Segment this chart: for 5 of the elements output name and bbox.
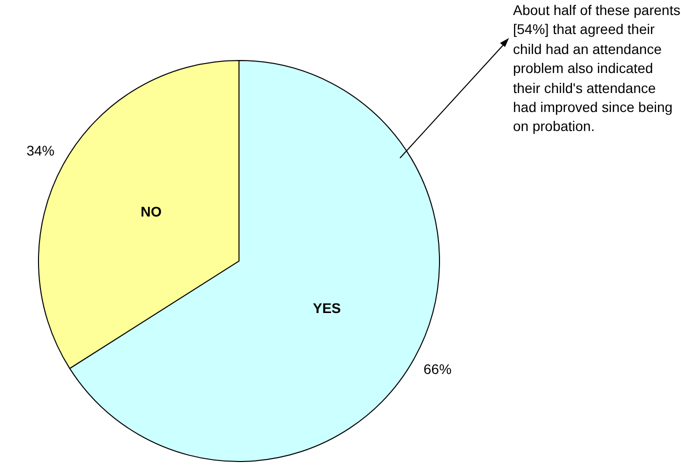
text: About half of these parents [54%] that agreed their child had an attendance problem also indicated their child's attendance had improved since being on probation. (513, 1, 681, 136)
data-label: 34% (26, 142, 54, 159)
slice-label: YES (312, 300, 341, 316)
data-label: 66% (424, 361, 452, 378)
slice-label: NO (140, 204, 162, 220)
